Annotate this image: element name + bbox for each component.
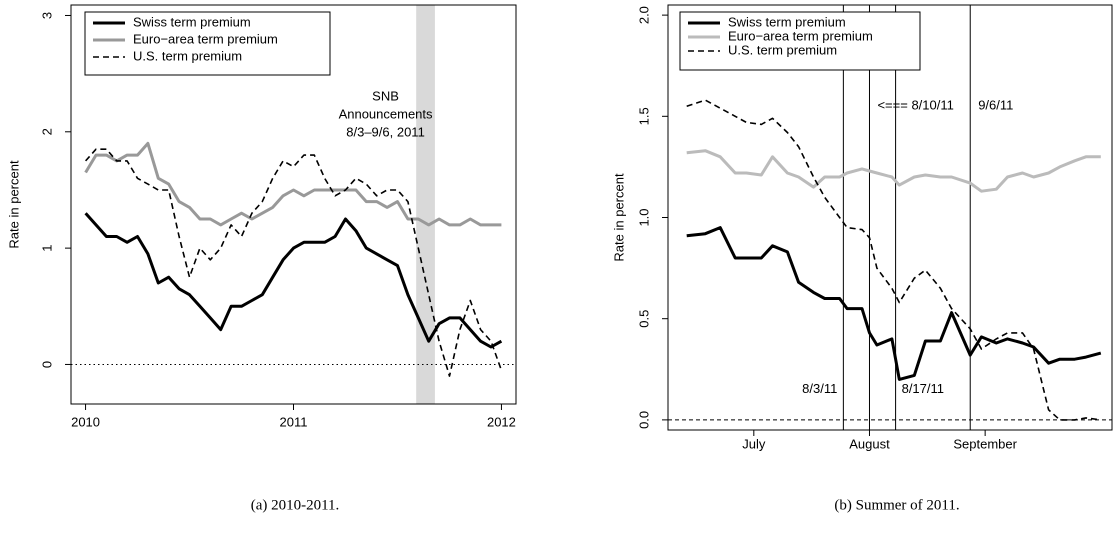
- series-line: [686, 226, 1102, 381]
- legend-label: U.S. term premium: [728, 42, 837, 57]
- legend-label: Swiss term premium: [728, 14, 846, 29]
- legend-label: Euro−area term premium: [728, 28, 873, 43]
- event-label: 8/3/11: [802, 381, 837, 396]
- x-tick-label: September: [953, 436, 1017, 451]
- series-line: [686, 99, 1101, 421]
- shaded-period: [416, 5, 435, 404]
- y-tick-label: 1.0: [636, 208, 651, 226]
- annotation: SNB: [372, 88, 399, 103]
- x-tick-label: 2011: [280, 414, 308, 429]
- annotation: Announcements: [339, 106, 433, 121]
- y-tick-label: 1: [39, 245, 54, 252]
- x-tick-label: 2012: [487, 414, 516, 429]
- y-tick-label: 0.5: [636, 310, 651, 328]
- chart-panel: 8/3/11 <=== 8/10/11 8/17/11 9/6/11 July Augus…: [611, 4, 1113, 513]
- legend-box: [84, 11, 331, 76]
- caption: (a) 2010-2011.: [251, 497, 340, 513]
- y-tick-label: 0.0: [636, 411, 651, 429]
- x-tick-label: 2010: [71, 414, 100, 429]
- y-axis-label: Rate in percent: [611, 173, 626, 262]
- caption: (b) Summer of 2011.: [834, 497, 959, 513]
- legend: Swiss term premium Euro−area term premium…: [84, 11, 331, 76]
- y-tick-label: 1.5: [636, 107, 651, 125]
- y-tick-label: 2.0: [636, 6, 651, 24]
- y-axis-label: Rate in percent: [6, 160, 21, 249]
- event-label: 8/17/11: [902, 381, 944, 396]
- annotation: 8/3–9/6, 2011: [346, 124, 425, 139]
- x-tick-label: August: [849, 436, 890, 451]
- series-line: [84, 141, 502, 227]
- series-line: [84, 212, 503, 349]
- y-tick-label: 2: [39, 128, 54, 135]
- legend-label: Euro−area term premium: [133, 31, 278, 46]
- y-tick-label: 0: [39, 361, 54, 368]
- series-line: [686, 149, 1101, 193]
- y-tick-label: 3: [39, 12, 54, 19]
- legend-label: U.S. term premium: [133, 48, 242, 63]
- event-label: <=== 8/10/11: [877, 98, 953, 113]
- x-tick-label: July: [742, 436, 766, 451]
- event-label: 9/6/11: [978, 98, 1013, 113]
- series-line: [85, 148, 503, 377]
- legend-label: Swiss term premium: [133, 14, 251, 29]
